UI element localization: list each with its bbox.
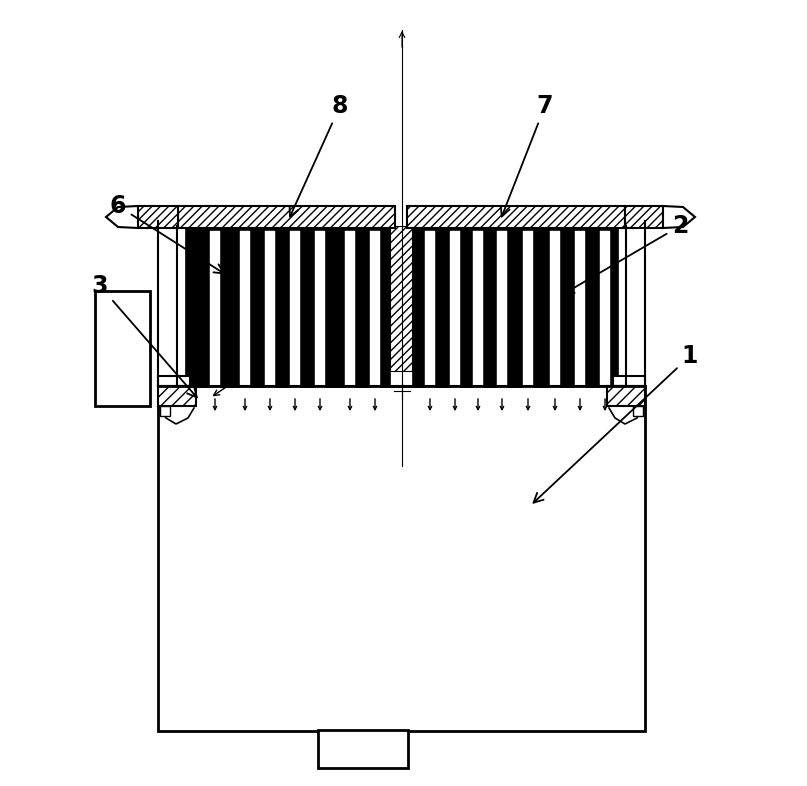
Bar (625, 206, 663, 228)
Bar (613, 376, 645, 386)
Bar (473, 231, 483, 401)
Bar (138, 206, 178, 228)
Bar (633, 406, 643, 416)
Bar (345, 231, 355, 401)
Bar (158, 376, 190, 386)
Bar (160, 406, 170, 416)
Text: 2: 2 (564, 214, 688, 294)
Bar (497, 231, 507, 401)
Bar (407, 206, 625, 228)
Bar (370, 231, 380, 401)
Bar (185, 226, 390, 386)
Bar (95, 291, 150, 406)
Polygon shape (106, 206, 138, 228)
Bar (607, 386, 645, 406)
Bar (550, 231, 560, 401)
Bar (290, 231, 300, 401)
Bar (523, 231, 533, 401)
Bar (390, 226, 412, 371)
Bar (158, 386, 645, 731)
Bar (425, 231, 435, 401)
Bar (158, 386, 196, 406)
Bar (315, 231, 325, 401)
Bar (178, 206, 395, 228)
Bar (412, 226, 618, 386)
Bar (318, 730, 408, 768)
Polygon shape (663, 206, 695, 228)
Text: 3: 3 (92, 274, 197, 398)
Bar (265, 231, 275, 401)
Text: 6: 6 (110, 194, 224, 274)
Bar (575, 231, 585, 401)
Text: 7: 7 (501, 94, 554, 216)
Bar (210, 231, 220, 401)
Bar (600, 231, 610, 401)
Bar (450, 231, 460, 401)
Bar (240, 231, 250, 401)
Text: 1: 1 (533, 344, 698, 503)
Text: 8: 8 (290, 94, 349, 217)
